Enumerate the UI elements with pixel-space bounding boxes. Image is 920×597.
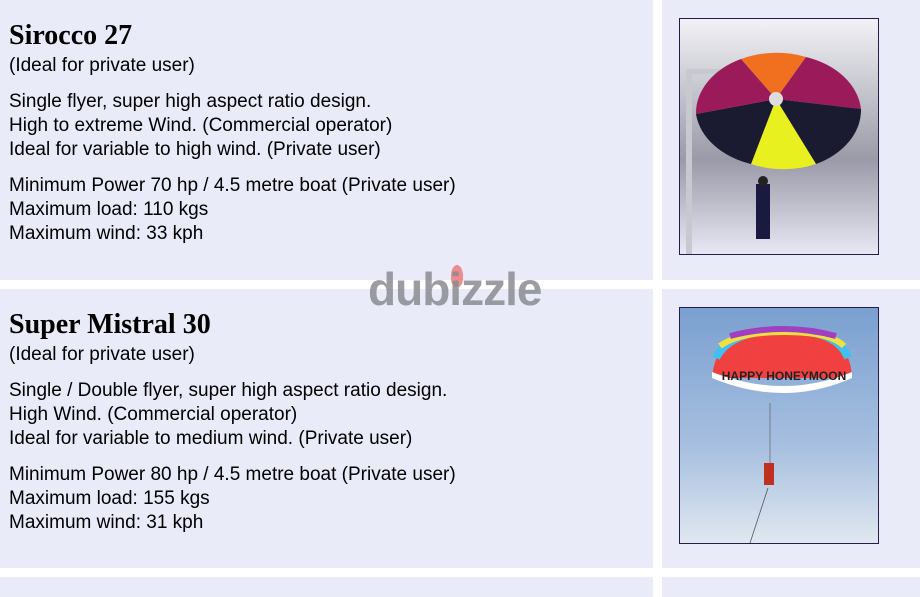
product-image-cell: HAPPY HONEYMOON — [662, 289, 920, 568]
super-mistral-photo: HAPPY HONEYMOON — [679, 307, 879, 544]
product-title: Super Mistral 30 — [9, 309, 211, 340]
product-image-cell — [662, 0, 920, 280]
product-subtitle: (Ideal for private user) — [9, 344, 195, 365]
product-specs: Minimum Power 70 hp / 4.5 metre boat (Pr… — [9, 175, 456, 244]
product-subtitle: (Ideal for private user) — [9, 55, 195, 76]
product-row-sirocco: Sirocco 27 (Ideal for private user) Sing… — [0, 0, 653, 280]
product-row-super-mistral: Super Mistral 30 (Ideal for private user… — [0, 289, 653, 568]
product-description: Single / Double flyer, super high aspect… — [9, 380, 448, 449]
watermark-flame-icon — [451, 265, 463, 287]
product-specs: Minimum Power 80 hp / 4.5 metre boat (Pr… — [9, 464, 456, 533]
product-info: Sirocco 27 (Ideal for private user) Sing… — [9, 20, 456, 258]
sirocco-photo — [679, 18, 879, 255]
product-row-next — [0, 577, 653, 597]
canopy-text: HAPPY HONEYMOON — [722, 369, 846, 383]
watermark: dubizzle — [368, 263, 542, 315]
product-description: Single flyer, super high aspect ratio de… — [9, 91, 393, 160]
product-title: Sirocco 27 — [9, 20, 133, 51]
product-info: Super Mistral 30 (Ideal for private user… — [9, 309, 456, 547]
product-image-cell — [662, 577, 920, 597]
